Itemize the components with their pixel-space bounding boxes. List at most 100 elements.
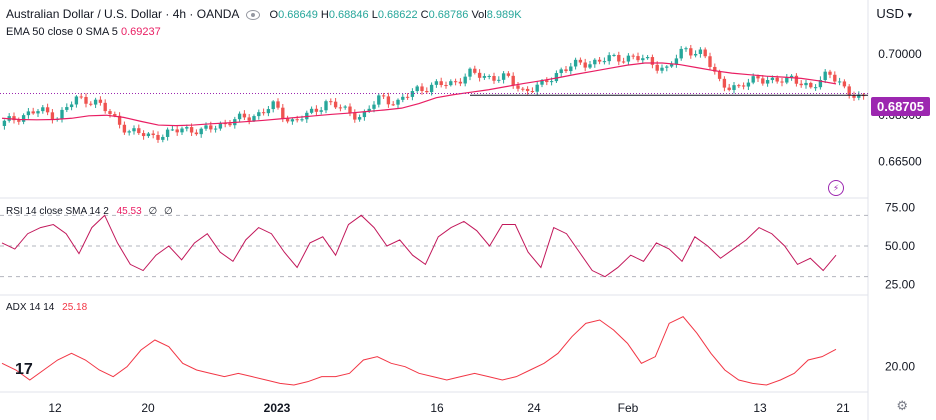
candle-body bbox=[593, 59, 597, 65]
candle-body bbox=[261, 112, 266, 114]
candle-body bbox=[674, 58, 679, 65]
candle-body bbox=[828, 71, 832, 75]
ohlc-open-label: O bbox=[269, 9, 279, 21]
ema-line bbox=[1, 62, 837, 127]
ohlc-high-label: H bbox=[320, 9, 329, 21]
lightning-icon[interactable]: ⚡ bbox=[828, 180, 844, 196]
candle-body bbox=[156, 134, 160, 140]
candle-body bbox=[497, 79, 501, 81]
candle-body bbox=[535, 84, 539, 92]
candle-body bbox=[847, 86, 851, 96]
candle-body bbox=[425, 91, 429, 93]
candle-body bbox=[98, 99, 103, 103]
candle-body bbox=[79, 96, 83, 98]
adx-line bbox=[1, 316, 837, 386]
candle-body bbox=[209, 125, 213, 130]
adx-legend[interactable]: ADX 14 14 25.18 bbox=[6, 301, 87, 315]
candle-body bbox=[573, 59, 578, 67]
candle-body bbox=[161, 136, 165, 140]
candle-body bbox=[626, 55, 631, 62]
candle-body bbox=[746, 82, 751, 87]
candle-body bbox=[429, 84, 434, 93]
candle-body bbox=[732, 85, 736, 90]
last-price-tag: 0.68705 bbox=[871, 97, 930, 116]
candle-body bbox=[501, 73, 506, 80]
ohlc-close-label: C bbox=[420, 9, 429, 21]
candle-body bbox=[631, 55, 635, 57]
x-tick-label: 2023 bbox=[264, 401, 291, 415]
rsi-legend[interactable]: RSI 14 close SMA 14 2 45.53 ∅ ∅ bbox=[6, 205, 173, 219]
candle-body bbox=[463, 76, 467, 84]
ohlc-high-value: 0.68846 bbox=[328, 9, 369, 21]
candle-body bbox=[756, 76, 760, 79]
rsi-value: 45.53 bbox=[116, 206, 142, 217]
candle-body bbox=[698, 49, 703, 54]
gear-icon[interactable]: ⚙ bbox=[896, 398, 908, 413]
candle-body bbox=[650, 57, 655, 65]
candle-body bbox=[386, 96, 391, 105]
candle-body bbox=[329, 101, 333, 103]
candle-body bbox=[799, 83, 803, 86]
candle-body bbox=[617, 54, 621, 62]
candle-body bbox=[722, 78, 727, 88]
candle-body bbox=[103, 102, 107, 112]
candle-body bbox=[132, 128, 136, 132]
candle-body bbox=[564, 69, 568, 72]
candle-body bbox=[449, 81, 453, 86]
candle-body bbox=[578, 59, 583, 63]
candle-body bbox=[693, 53, 698, 56]
x-tick-label: 12 bbox=[48, 401, 62, 415]
eye-icon[interactable] bbox=[246, 10, 261, 21]
currency-selector[interactable]: USD ▾ bbox=[876, 6, 912, 21]
candle-body bbox=[554, 73, 559, 82]
candle-body bbox=[741, 85, 746, 87]
candle-body bbox=[65, 107, 69, 110]
candle-body bbox=[761, 78, 765, 84]
candle-body bbox=[353, 112, 357, 120]
tradingview-logo-icon[interactable]: 17 bbox=[15, 361, 33, 378]
candle-body bbox=[213, 128, 218, 130]
candle-body bbox=[228, 123, 232, 126]
adx-value: 25.18 bbox=[62, 302, 88, 313]
x-tick-label: 16 bbox=[430, 401, 444, 415]
candle-body bbox=[189, 127, 194, 133]
candle-body bbox=[199, 128, 203, 135]
candle-body bbox=[377, 95, 381, 105]
candle-body bbox=[607, 55, 611, 62]
candle-body bbox=[405, 96, 410, 98]
candle-body bbox=[852, 95, 856, 98]
candle-body bbox=[218, 123, 223, 129]
candle-body bbox=[684, 48, 688, 50]
candle-body bbox=[689, 48, 693, 56]
candles bbox=[2, 44, 866, 143]
x-tick-label: Feb bbox=[618, 401, 639, 415]
candle-body bbox=[60, 109, 64, 119]
candle-body bbox=[837, 81, 842, 83]
candle-body bbox=[602, 61, 607, 63]
candle-body bbox=[285, 118, 290, 122]
candle-body bbox=[737, 85, 741, 87]
candle-body bbox=[636, 56, 640, 61]
candle-body bbox=[237, 113, 242, 120]
candle-body bbox=[713, 66, 717, 72]
candle-body bbox=[468, 68, 472, 77]
candle-body bbox=[185, 127, 189, 129]
candle-body bbox=[242, 113, 247, 118]
candle-body bbox=[780, 81, 784, 83]
candle-body bbox=[521, 88, 525, 90]
ema-legend[interactable]: EMA 50 close 0 SMA 5 0.69237 bbox=[6, 25, 161, 39]
candle-body bbox=[141, 133, 146, 137]
candle-body bbox=[108, 111, 112, 115]
candle-body bbox=[84, 96, 88, 104]
adx-label: ADX 14 14 bbox=[6, 302, 55, 313]
candle-body bbox=[660, 67, 664, 71]
candle-body bbox=[146, 133, 151, 137]
candle-body bbox=[420, 86, 424, 92]
candle-body bbox=[175, 129, 179, 133]
candle-body bbox=[170, 129, 175, 131]
candle-body bbox=[765, 80, 770, 84]
candle-body bbox=[151, 133, 155, 135]
candle-body bbox=[857, 94, 861, 98]
candle-body bbox=[645, 57, 650, 59]
